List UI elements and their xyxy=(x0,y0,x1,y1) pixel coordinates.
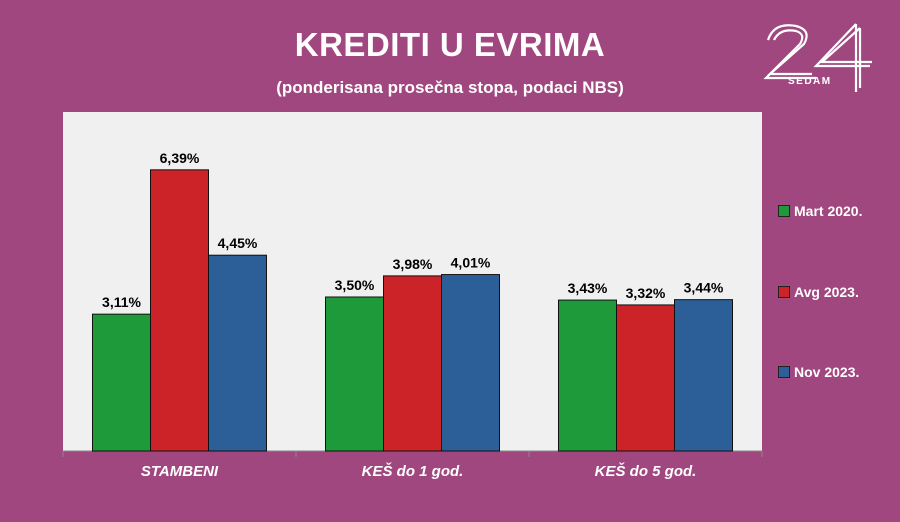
chart-title: KREDITI U EVRIMA xyxy=(294,26,606,63)
legend-item-mart-2020: Mart 2020. xyxy=(778,203,898,219)
data-label: 3,44% xyxy=(684,280,724,296)
data-label: 4,45% xyxy=(218,235,258,251)
data-label: 4,01% xyxy=(451,255,491,271)
legend-label: Avg 2023. xyxy=(794,284,859,300)
bar xyxy=(325,296,384,452)
bar xyxy=(441,274,500,452)
logo-text: SEDAM xyxy=(788,76,832,87)
legend-label: Mart 2020. xyxy=(794,203,863,219)
data-label: 6,39% xyxy=(160,150,200,166)
bar xyxy=(383,275,442,452)
sedam24-logo xyxy=(763,23,872,92)
legend-swatch-nov-2023 xyxy=(778,366,790,378)
legend-swatch-mart-2020 xyxy=(778,205,790,217)
category-label: KEŠ do 1 god. xyxy=(362,462,464,480)
bar xyxy=(208,254,267,452)
legend-item-avg-2023: Avg 2023. xyxy=(778,284,898,300)
data-label: 3,98% xyxy=(393,256,433,272)
legend-item-nov-2023: Nov 2023. xyxy=(778,364,898,380)
data-label: 3,11% xyxy=(102,294,141,310)
bar xyxy=(558,299,617,452)
bar xyxy=(674,299,733,452)
bar xyxy=(92,313,151,452)
data-label: 3,43% xyxy=(568,280,608,296)
data-label: 3,32% xyxy=(626,285,666,301)
category-label: STAMBENI xyxy=(141,463,219,480)
bar xyxy=(150,169,209,452)
legend-swatch-avg-2023 xyxy=(778,286,790,298)
data-label: 3,50% xyxy=(335,277,375,293)
chart-subtitle: (ponderisana prosečna stopa, podaci NBS) xyxy=(276,78,624,97)
category-label: KEŠ do 5 god. xyxy=(595,462,697,480)
legend-label: Nov 2023. xyxy=(794,364,860,380)
bar xyxy=(616,304,675,452)
